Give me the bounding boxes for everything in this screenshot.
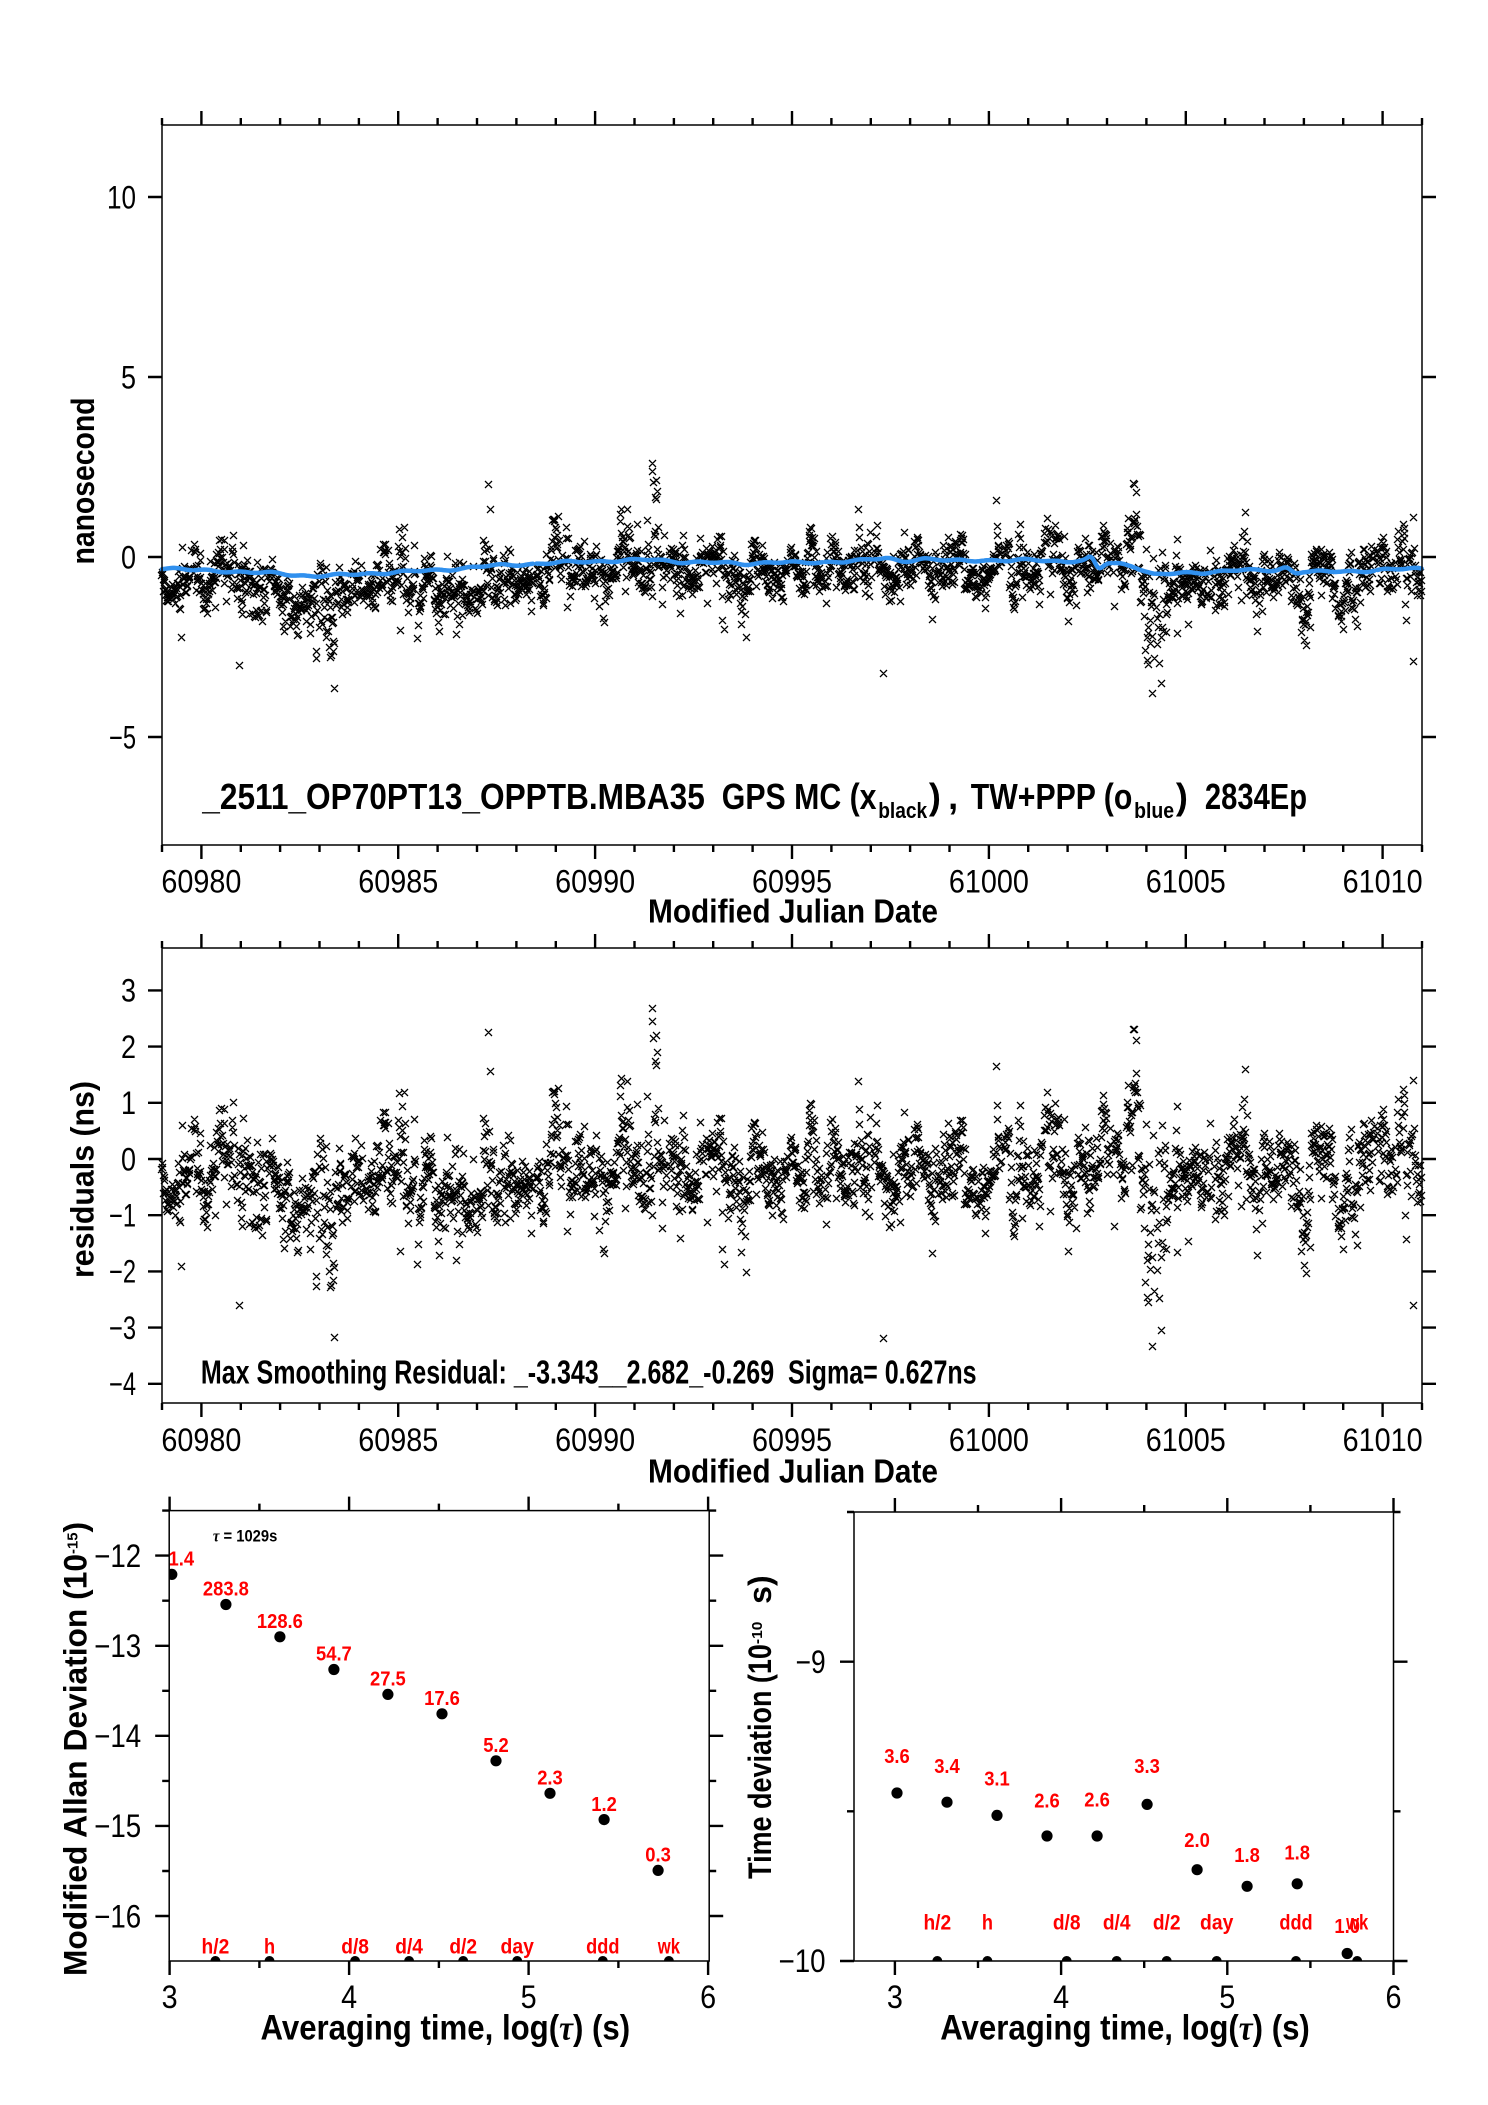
svg-text:5: 5 (121, 359, 136, 395)
svg-text:h: h (264, 1936, 275, 1959)
svg-text:d/4: d/4 (395, 1936, 423, 1959)
svg-text:6: 6 (1386, 1979, 1402, 2015)
svg-text:0: 0 (121, 539, 136, 575)
svg-text:GPS MC (x: GPS MC (x (722, 776, 877, 817)
svg-text:1.2: 1.2 (591, 1794, 617, 1816)
svg-text:3: 3 (162, 1979, 178, 2015)
svg-text:61010: 61010 (1343, 864, 1423, 900)
svg-text:3: 3 (887, 1979, 903, 2015)
svg-text:residuals (ns): residuals (ns) (65, 1081, 101, 1278)
svg-text:1: 1 (121, 1085, 136, 1121)
svg-text:blue: blue (1134, 798, 1174, 823)
svg-text:): ) (929, 776, 941, 817)
svg-text:TW+PPP (o: TW+PPP (o (971, 776, 1133, 817)
svg-text:10: 10 (107, 179, 136, 215)
svg-text:d/8: d/8 (341, 1936, 369, 1959)
svg-text:−5: −5 (109, 719, 136, 755)
svg-text:2.6: 2.6 (1034, 1790, 1060, 1812)
svg-text:−12: −12 (94, 1538, 141, 1574)
svg-text:61010: 61010 (1343, 1422, 1423, 1458)
svg-text:−14: −14 (94, 1718, 141, 1754)
svg-text:−13: −13 (94, 1628, 141, 1664)
svg-text:h/2: h/2 (923, 1911, 951, 1934)
svg-text:1.0: 1.0 (1334, 1916, 1360, 1938)
svg-text:−4: −4 (109, 1366, 136, 1402)
svg-text:−16: −16 (94, 1898, 141, 1934)
svg-text:54.7: 54.7 (316, 1644, 352, 1666)
svg-text:3.6: 3.6 (884, 1746, 910, 1768)
svg-text:0: 0 (121, 1141, 136, 1177)
svg-text:0.3: 0.3 (645, 1845, 671, 1867)
svg-text:2.6: 2.6 (1084, 1789, 1110, 1811)
svg-text:−3: −3 (109, 1310, 136, 1346)
svg-text:wk: wk (657, 1936, 680, 1959)
svg-text:3.3: 3.3 (1134, 1756, 1160, 1778)
svg-text:day: day (1200, 1911, 1234, 1934)
svg-text:60990: 60990 (555, 864, 635, 900)
svg-text:ddd: ddd (1279, 1911, 1312, 1934)
svg-text:60985: 60985 (358, 864, 438, 900)
svg-text:60995: 60995 (752, 864, 832, 900)
svg-text:d/8: d/8 (1053, 1911, 1081, 1934)
svg-text:Modified Julian Date: Modified Julian Date (648, 893, 938, 930)
svg-text:d/2: d/2 (449, 1936, 477, 1959)
svg-text:60985: 60985 (358, 1422, 438, 1458)
svg-text:): ) (1176, 776, 1188, 817)
svg-text:61005: 61005 (1146, 864, 1226, 900)
svg-text:Modified Julian Date: Modified Julian Date (648, 1453, 938, 1490)
svg-text:−15: −15 (94, 1808, 141, 1844)
svg-text:1.8: 1.8 (1284, 1842, 1310, 1864)
svg-text:wk: wk (1345, 1911, 1368, 1934)
svg-text:5: 5 (521, 1979, 537, 2015)
svg-text:17.6: 17.6 (424, 1688, 460, 1710)
svg-text:d/4: d/4 (1103, 1911, 1131, 1934)
svg-text:5: 5 (1219, 1979, 1235, 2015)
svg-text:128.6: 128.6 (257, 1611, 303, 1633)
svg-text:3.4: 3.4 (934, 1756, 960, 1778)
svg-text:1.4: 1.4 (169, 1549, 195, 1571)
svg-text:black: black (878, 798, 928, 823)
svg-text:4: 4 (1053, 1979, 1069, 2015)
svg-text:6: 6 (700, 1979, 716, 2015)
svg-text:−2: −2 (109, 1254, 136, 1290)
svg-text:−1: −1 (109, 1198, 136, 1234)
svg-text:61005: 61005 (1146, 1422, 1226, 1458)
svg-text:2.0: 2.0 (1184, 1830, 1210, 1852)
svg-text:3.1: 3.1 (984, 1769, 1010, 1791)
svg-text:60990: 60990 (555, 1422, 635, 1458)
svg-text:ddd: ddd (586, 1936, 619, 1959)
svg-text:Averaging time, log(τ) (s): Averaging time, log(τ) (s) (940, 2008, 1310, 2047)
svg-text:2: 2 (121, 1029, 136, 1065)
svg-text:61000: 61000 (949, 1422, 1029, 1458)
svg-text:1.8: 1.8 (1234, 1845, 1260, 1867)
svg-text:60980: 60980 (161, 864, 241, 900)
svg-text:_2511_OP70PT13_OPPTB.MBA35: _2511_OP70PT13_OPPTB.MBA35 (201, 776, 704, 817)
svg-text:Time deviation (10-10 s): Time deviation (10-10 s) (742, 1575, 778, 1879)
svg-text:−9: −9 (796, 1644, 826, 1680)
svg-text:τ = 1029s: τ = 1029s (213, 1527, 277, 1546)
svg-text:,: , (948, 776, 958, 817)
svg-text:2.3: 2.3 (537, 1768, 563, 1790)
svg-text:3: 3 (121, 973, 136, 1009)
svg-text:5.2: 5.2 (483, 1735, 509, 1757)
svg-text:h: h (982, 1911, 993, 1934)
svg-text:Max Smoothing Residual: _-3.34: Max Smoothing Residual: _-3.343__2.682_-… (201, 1354, 977, 1391)
svg-text:day: day (501, 1936, 535, 1959)
svg-text:Modified Allan Deviation (10-1: Modified Allan Deviation (10-15) (58, 1522, 94, 1976)
svg-text:nanosecond: nanosecond (65, 398, 101, 565)
svg-text:60980: 60980 (161, 1422, 241, 1458)
svg-text:60995: 60995 (752, 1422, 832, 1458)
svg-text:2834Ep: 2834Ep (1205, 776, 1307, 817)
svg-text:283.8: 283.8 (203, 1579, 249, 1601)
svg-text:Averaging time, log(τ) (s): Averaging time, log(τ) (s) (261, 2008, 631, 2047)
svg-text:4: 4 (341, 1979, 357, 2015)
svg-text:d/2: d/2 (1153, 1911, 1181, 1934)
svg-text:61000: 61000 (949, 864, 1029, 900)
svg-text:27.5: 27.5 (370, 1669, 406, 1691)
svg-text:h/2: h/2 (202, 1936, 230, 1959)
svg-text:−10: −10 (779, 1943, 826, 1979)
